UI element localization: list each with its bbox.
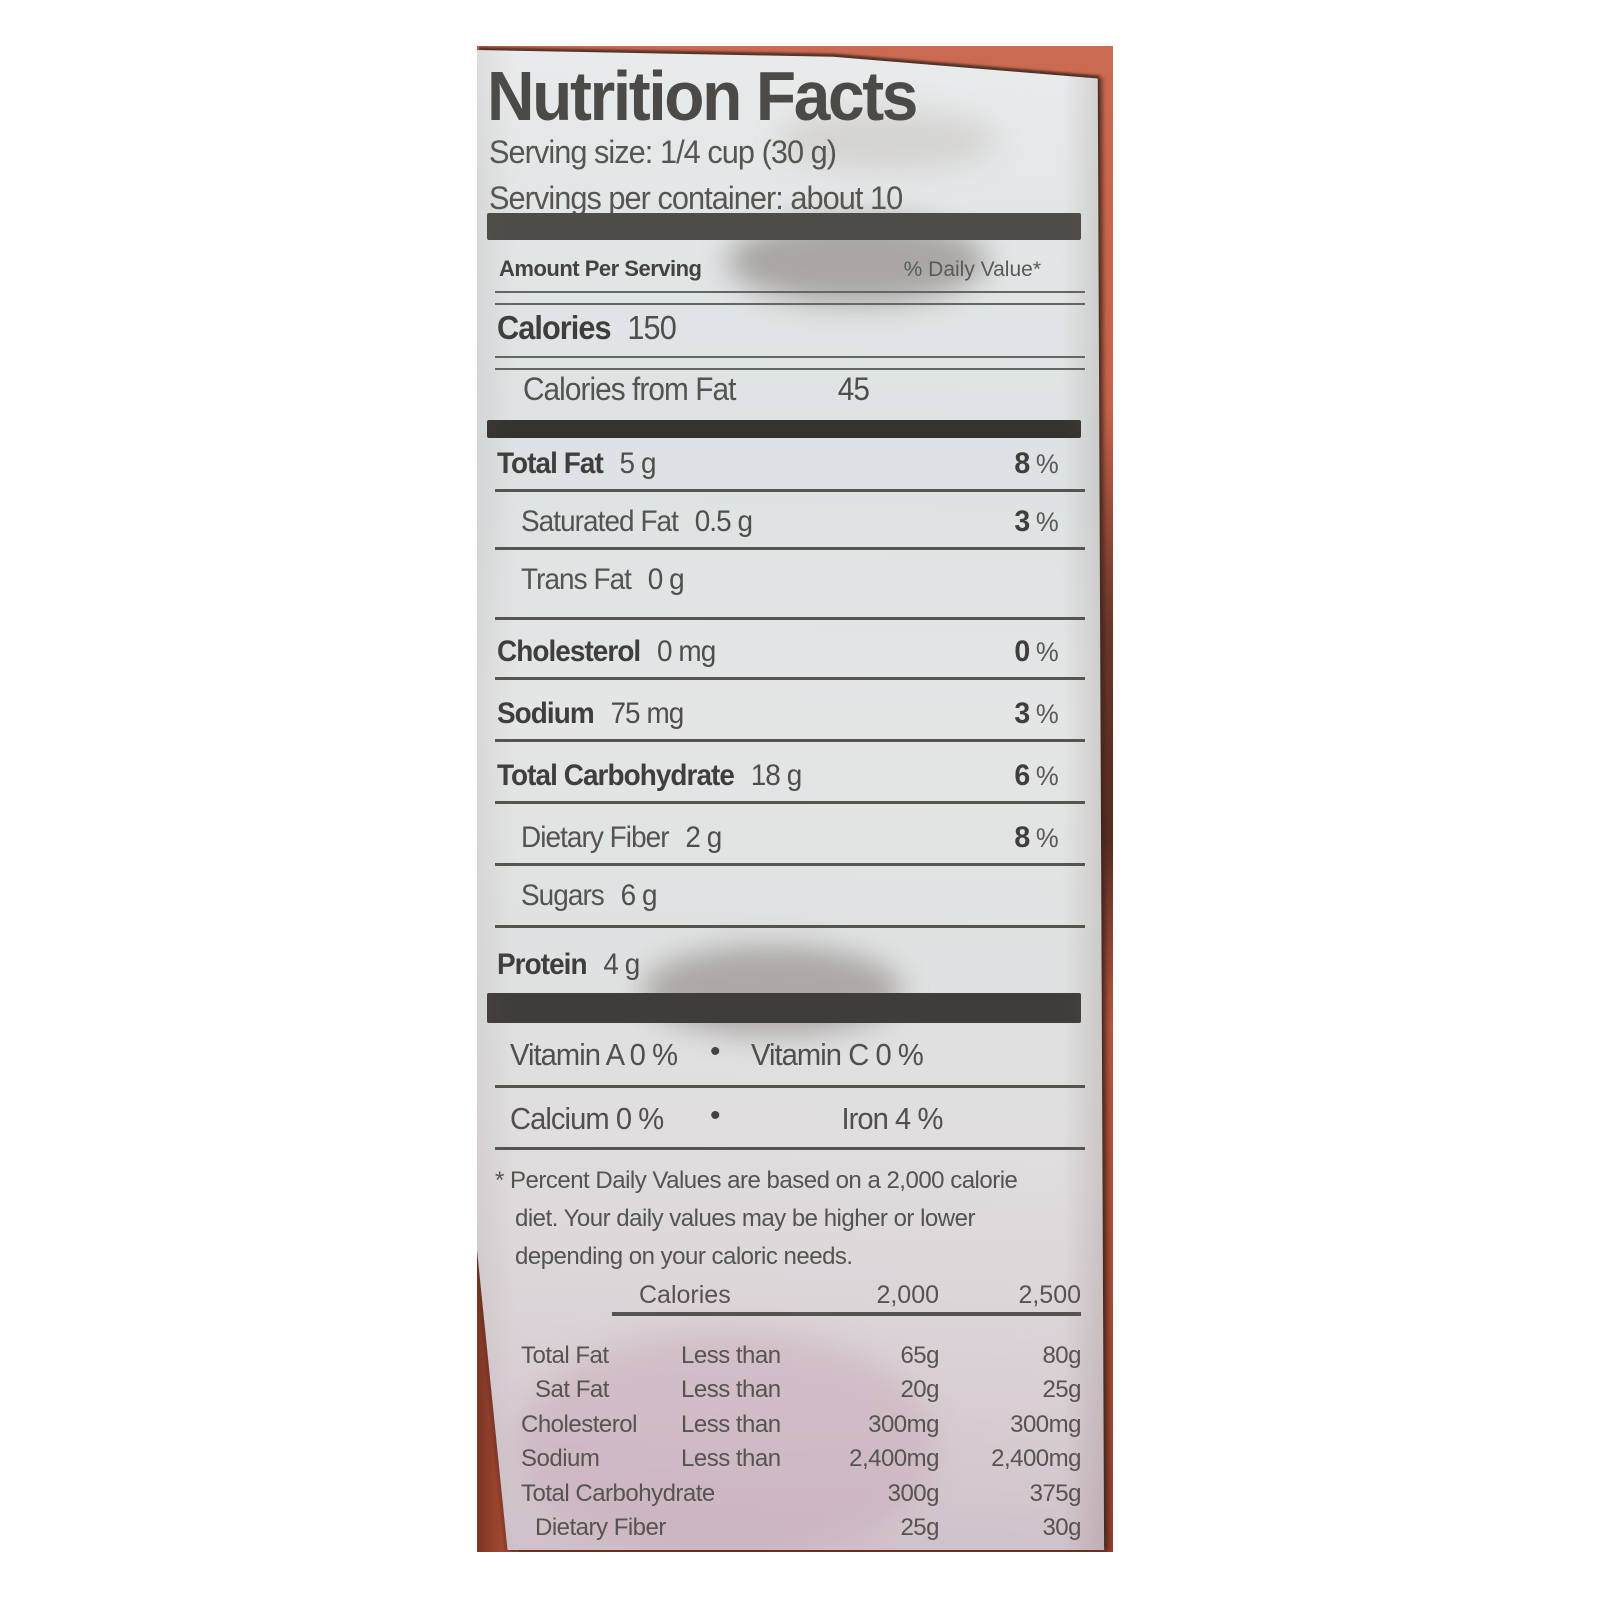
nutrient-row-dietary-fiber: Dietary Fiber 2 g 8% xyxy=(495,804,1085,866)
dv-table-row-total-carbohydrate: Total Carbohydrate 300g 375g xyxy=(521,1480,1082,1507)
nutrient-row-protein: Protein 4 g xyxy=(497,948,640,981)
calories-row: Calories 150 xyxy=(497,309,677,346)
double-rule xyxy=(495,356,1085,370)
serving-size: Serving size: 1/4 cup (30 g) xyxy=(489,134,837,170)
dv-table-row-dietary-fiber: Dietary Fiber 25g 30g xyxy=(535,1514,1082,1541)
bullet-separator: • xyxy=(710,1035,721,1068)
bag-tint-blob xyxy=(517,1330,937,1550)
bag-shadow-blob xyxy=(777,110,997,170)
dv-table-row-sat-fat: Sat Fat Less than 20g 25g xyxy=(535,1376,1082,1403)
nutrient-row-trans-fat: Trans Fat 0 g xyxy=(495,550,1085,620)
divider-bar-thick xyxy=(487,993,1081,1023)
servings-per-container: Servings per container: about 10 xyxy=(489,180,903,216)
divider-bar xyxy=(487,213,1081,240)
nutrition-label: Nutrition Facts Serving size: 1/4 cup (3… xyxy=(477,50,1113,1550)
daily-value-footnote: * Percent Daily Values are based on a 2,… xyxy=(495,1167,1018,1270)
amount-per-serving: Amount Per Serving xyxy=(499,256,702,281)
product-bag-photo: Nutrition Facts Serving size: 1/4 cup (3… xyxy=(477,46,1113,1552)
nutrient-row-total-carbohydrate: Total Carbohydrate 18 g 6% xyxy=(495,742,1085,804)
calcium-iron-row: Calcium 0 % • Iron 4 % xyxy=(495,1090,1085,1150)
vitamin-row: Vitamin A 0 % • Vitamin C 0 % xyxy=(495,1026,1085,1088)
dv-table-header: Calories 2,000 2,500 xyxy=(639,1281,1081,1309)
dv-table-row-sodium: Sodium Less than 2,400mg 2,400mg xyxy=(521,1445,1082,1472)
dv-table-rule xyxy=(612,1312,1081,1316)
nutrient-row-sodium: Sodium 75 mg 3% xyxy=(495,680,1085,742)
nutrient-row-saturated-fat: Saturated Fat 0.5 g 3% xyxy=(495,492,1085,550)
amount-per-serving-row: Amount Per Serving % Daily Value* xyxy=(495,244,1085,290)
nutrient-row-cholesterol: Cholesterol 0 mg 0% xyxy=(495,620,1085,680)
dv-table-row-cholesterol: Cholesterol Less than 300mg 300mg xyxy=(521,1411,1082,1438)
daily-value-header: % Daily Value* xyxy=(903,258,1041,281)
double-rule xyxy=(495,291,1085,305)
dv-table-row-total-fat: Total Fat Less than 65g 80g xyxy=(521,1342,1082,1369)
label-content: Nutrition Facts Serving size: 1/4 cup (3… xyxy=(487,50,1087,1550)
divider-bar-thick xyxy=(487,420,1081,438)
nutrient-row-total-fat: Total Fat 5 g 8% xyxy=(495,438,1085,492)
bag-shadow-blob xyxy=(727,218,987,304)
bag-shadow-blob xyxy=(642,945,902,1035)
label-title: Nutrition Facts xyxy=(487,57,918,135)
bullet-separator: • xyxy=(710,1099,721,1132)
calories-from-fat-row: Calories from Fat 45 xyxy=(523,371,870,407)
nutrient-row-sugars: Sugars 6 g xyxy=(495,866,1085,928)
